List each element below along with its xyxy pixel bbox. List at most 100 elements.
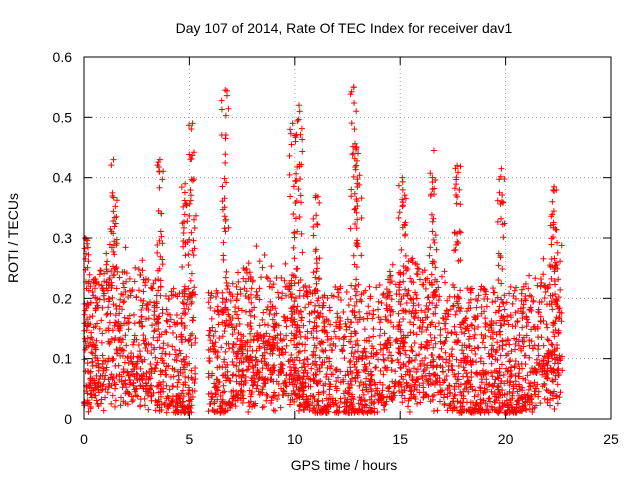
data-point	[429, 393, 436, 400]
data-point	[123, 278, 130, 285]
data-point	[510, 292, 517, 299]
data-point	[266, 311, 273, 318]
data-point	[512, 358, 519, 365]
data-point	[445, 363, 452, 370]
data-point	[260, 340, 267, 347]
data-point	[391, 380, 398, 387]
data-point	[130, 311, 137, 318]
data-point	[108, 336, 115, 343]
data-point	[491, 289, 498, 296]
data-point	[282, 283, 289, 290]
data-point	[383, 294, 390, 301]
data-point	[179, 299, 186, 306]
data-point	[492, 298, 499, 305]
data-point	[557, 286, 564, 293]
data-point	[103, 266, 110, 273]
data-point	[557, 258, 564, 265]
data-point	[383, 344, 390, 351]
data-point	[454, 338, 461, 345]
data-point	[264, 392, 271, 399]
data-point	[159, 306, 166, 313]
data-point	[291, 356, 298, 363]
data-point	[184, 296, 191, 303]
data-point	[154, 267, 161, 274]
data-point	[310, 348, 317, 355]
data-point	[108, 244, 115, 251]
data-point	[269, 336, 276, 343]
data-point	[381, 357, 388, 364]
data-point	[554, 239, 561, 246]
data-point	[537, 366, 544, 373]
data-point	[424, 362, 431, 369]
data-point	[552, 376, 559, 383]
data-point	[188, 126, 195, 133]
data-point	[89, 358, 96, 365]
data-point	[218, 344, 225, 351]
data-point	[112, 319, 119, 326]
data-point	[409, 376, 416, 383]
data-point	[441, 268, 448, 275]
data-point	[402, 195, 409, 202]
data-point	[410, 321, 417, 328]
data-point	[377, 379, 384, 386]
data-point	[356, 172, 363, 179]
data-point	[451, 323, 458, 330]
data-point	[253, 288, 260, 295]
data-point	[155, 276, 162, 283]
data-point	[291, 255, 298, 262]
data-point	[228, 388, 235, 395]
data-point	[416, 382, 423, 389]
data-point	[245, 294, 252, 301]
data-point	[117, 296, 124, 303]
data-point	[240, 372, 247, 379]
data-point	[113, 350, 120, 357]
data-point	[363, 384, 370, 391]
data-point	[85, 244, 92, 251]
data-point	[497, 200, 504, 207]
data-point	[169, 365, 176, 372]
data-point	[477, 358, 484, 365]
data-point	[406, 384, 413, 391]
data-point	[432, 276, 439, 283]
data-point	[522, 398, 529, 405]
data-point	[112, 203, 119, 210]
data-point	[214, 386, 221, 393]
data-point	[475, 323, 482, 330]
data-point	[554, 381, 561, 388]
data-point	[368, 353, 375, 360]
data-point	[555, 305, 562, 312]
data-point	[130, 341, 137, 348]
data-point	[311, 404, 318, 411]
data-point	[259, 365, 266, 372]
data-point	[185, 374, 192, 381]
data-point	[507, 311, 514, 318]
data-point	[84, 335, 91, 342]
data-point	[554, 345, 561, 352]
data-point	[358, 252, 365, 259]
data-point	[133, 385, 140, 392]
data-point	[553, 392, 560, 399]
data-point	[225, 224, 232, 231]
data-point	[298, 230, 305, 237]
data-point	[388, 306, 395, 313]
data-point	[410, 391, 417, 398]
data-point	[510, 409, 517, 416]
data-point	[500, 313, 507, 320]
data-point	[352, 314, 359, 321]
data-point	[230, 371, 237, 378]
data-point	[405, 287, 412, 294]
data-point	[404, 292, 411, 299]
data-point	[248, 374, 255, 381]
data-point	[110, 194, 117, 201]
data-point	[298, 199, 305, 206]
data-point	[475, 344, 482, 351]
data-point	[340, 342, 347, 349]
data-point	[407, 295, 414, 302]
data-point	[126, 319, 133, 326]
data-point	[287, 126, 294, 133]
data-point	[313, 344, 320, 351]
data-point	[348, 409, 355, 416]
data-point	[206, 327, 213, 334]
data-point	[551, 388, 558, 395]
data-point	[410, 296, 417, 303]
